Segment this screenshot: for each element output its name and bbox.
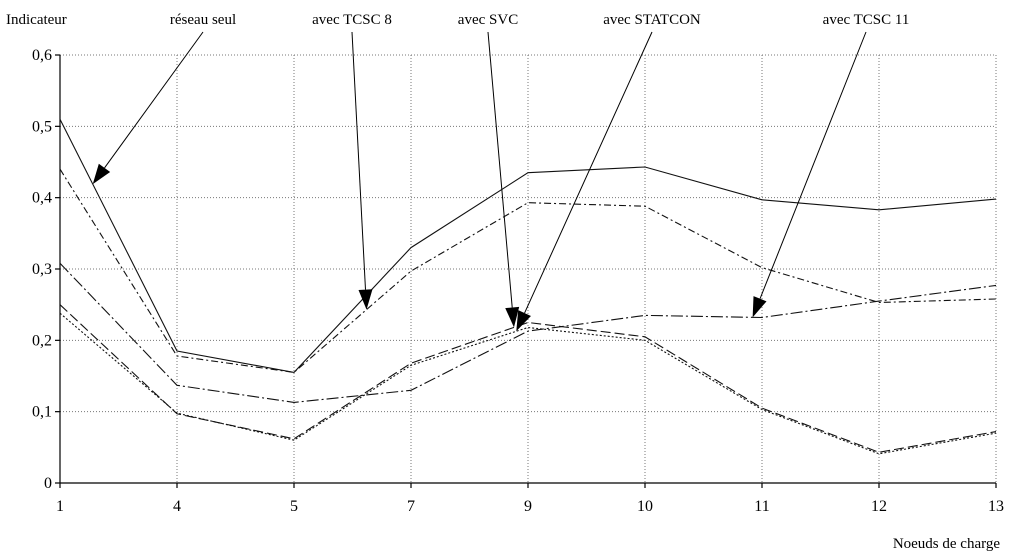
x-tick-label: 13: [988, 498, 1004, 515]
series-line-2: [59, 168, 997, 373]
arrow-head: [92, 163, 111, 185]
x-tick-label: 4: [173, 498, 181, 515]
y-tick-label: 0,1: [32, 404, 52, 421]
legend-arrows: [92, 31, 867, 332]
x-tick-label: 7: [407, 498, 415, 515]
series-label-3: avec SVC: [458, 12, 518, 28]
y-axis-label: Indicateur: [6, 12, 67, 28]
arrow-shaft: [524, 31, 653, 314]
series-label-2: avec TCSC 8: [312, 12, 392, 28]
x-axis-label: Noeuds de charge: [893, 536, 1001, 552]
y-tick-label: 0,5: [32, 118, 52, 135]
series-line-5: [59, 262, 997, 403]
series-label-5: avec TCSC 11: [823, 12, 910, 28]
arrow-head: [505, 306, 520, 328]
x-tick-label: 12: [871, 498, 887, 515]
y-tick-label: 0,3: [32, 261, 52, 278]
y-tick-label: 0: [44, 475, 52, 492]
series-line-1: [59, 118, 997, 373]
arrow-shaft: [104, 31, 204, 169]
x-tick-label: 1: [56, 498, 64, 515]
arrow-head: [752, 296, 767, 318]
series-lines: [59, 118, 997, 455]
arrow-shaft: [759, 31, 867, 299]
x-tick-label: 11: [754, 498, 769, 515]
grid: [60, 54, 997, 483]
series-line-4: [59, 312, 997, 455]
y-tick-label: 0,2: [32, 332, 52, 349]
arrow-head: [516, 310, 531, 332]
arrow-shaft: [351, 31, 366, 290]
arrow-head: [358, 289, 373, 310]
y-tick-label: 0,4: [32, 190, 52, 207]
axes: [55, 54, 997, 488]
y-tick-label: 0,6: [32, 47, 52, 64]
arrow-shaft: [487, 31, 513, 308]
labels: 0 0,1 0,2 0,3 0,4 0,5 0,6 1 4 5 7 9 10 11 12 13 Indicate…: [6, 12, 1004, 552]
x-tick-label: 9: [524, 498, 532, 515]
series-label-1: réseau seul: [170, 12, 236, 28]
series-label-4: avec STATCON: [603, 12, 701, 28]
x-tick-label: 5: [290, 498, 298, 515]
x-tick-label: 10: [637, 498, 653, 515]
